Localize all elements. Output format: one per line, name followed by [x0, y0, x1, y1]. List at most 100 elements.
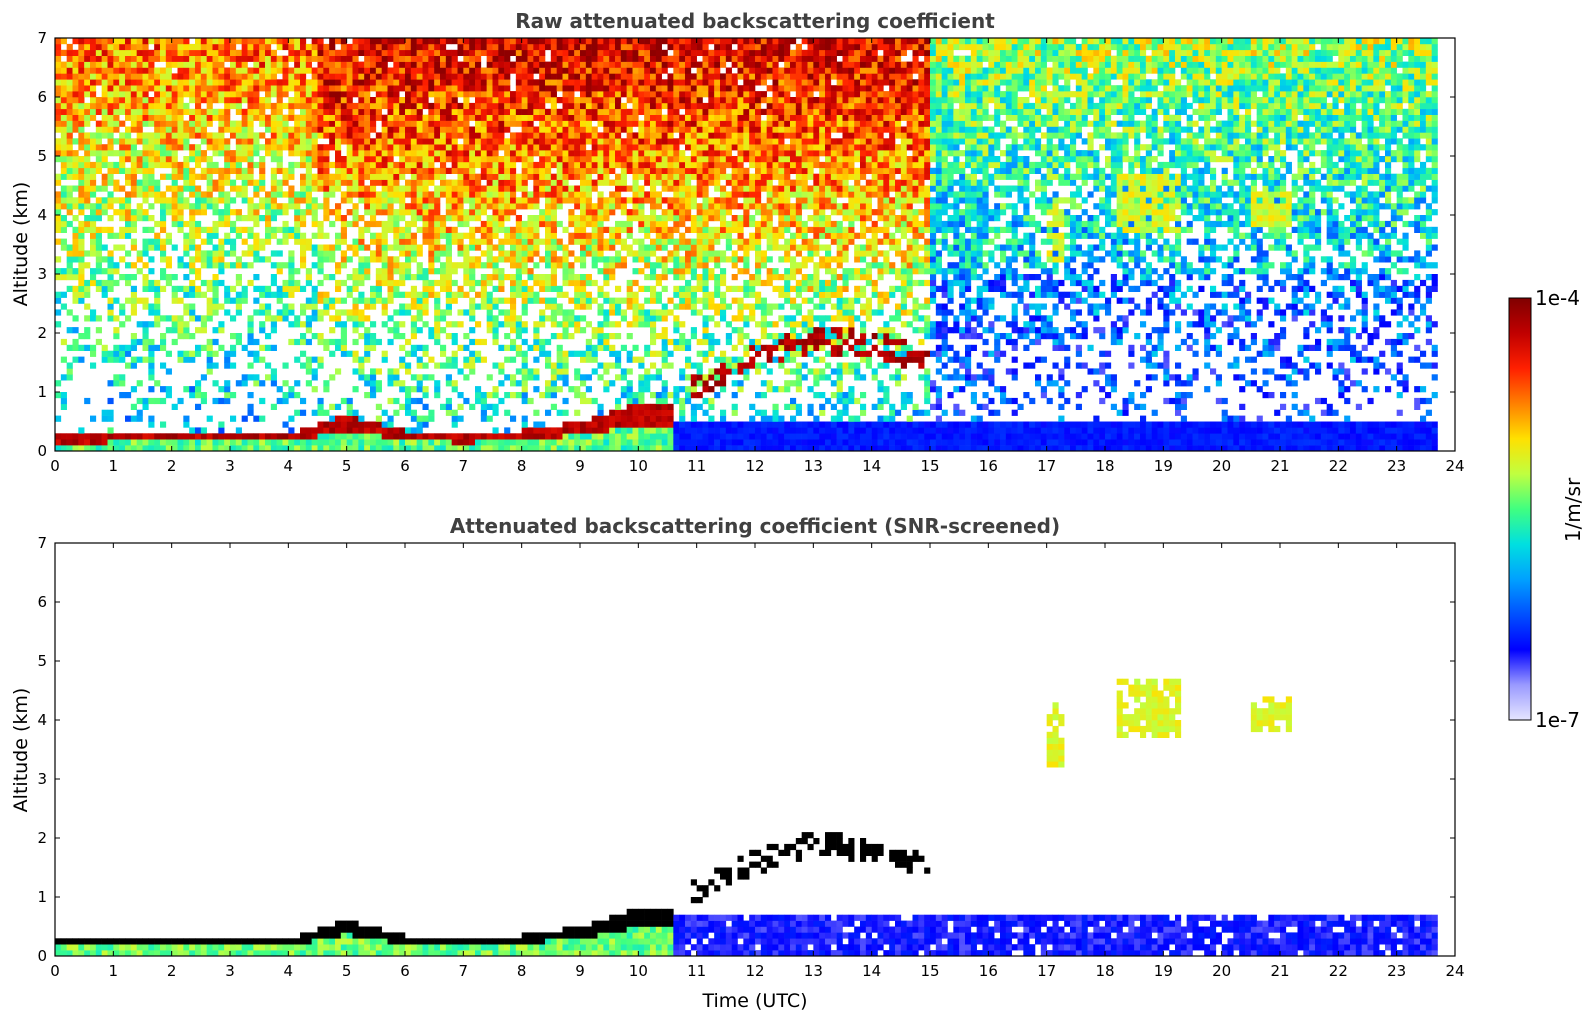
heat-cell: [562, 49, 569, 56]
heat-cell: [294, 445, 301, 451]
heat-cell: [492, 97, 499, 104]
heat-cell: [580, 120, 587, 127]
heat-cell: [218, 427, 225, 434]
heat-cell: [340, 91, 347, 98]
heat-cell: [125, 250, 132, 257]
heat-cell: [358, 238, 365, 245]
heat-cell: [311, 409, 318, 416]
heat-cell: [469, 161, 476, 169]
heat-cell: [486, 403, 493, 410]
heat-cell: [422, 138, 429, 145]
heat-cell: [95, 256, 102, 263]
heat-cell: [60, 161, 67, 169]
heat-cell: [393, 97, 400, 104]
heat-cell: [259, 108, 266, 115]
heat-cell: [603, 67, 610, 74]
heat-cell: [352, 409, 359, 416]
heat-cell: [55, 445, 62, 451]
heat-cell: [346, 409, 353, 416]
heat-cell: [562, 333, 569, 340]
heat-cell: [609, 350, 616, 357]
heat-cell: [457, 244, 464, 251]
heat-cell: [457, 415, 464, 422]
heat-cell: [416, 433, 423, 440]
heat-cell: [224, 215, 231, 222]
heat-cell: [317, 220, 324, 228]
heat-cell: [270, 173, 277, 180]
heat-cell: [550, 274, 557, 281]
heat-cell: [113, 262, 120, 269]
heat-cell: [107, 132, 114, 139]
heat-cell: [189, 120, 196, 127]
heat-cell: [399, 356, 406, 363]
heat-cell: [434, 433, 441, 440]
heat-cell: [352, 114, 359, 121]
heat-cell: [498, 297, 505, 304]
heat-cell: [177, 209, 184, 216]
heat-cell: [457, 392, 464, 399]
heat-cell: [84, 185, 91, 192]
heat-cell: [84, 85, 91, 92]
heat-cell: [119, 197, 126, 204]
heat-cell: [492, 61, 499, 68]
heat-cell: [311, 43, 318, 51]
heat-cell: [364, 356, 371, 363]
heat-cell: [597, 232, 604, 239]
heat-cell: [597, 67, 604, 74]
heat-cell: [171, 297, 178, 304]
heat-cell: [218, 268, 225, 275]
heat-cell: [405, 191, 412, 198]
heat-cell: [486, 256, 493, 263]
heat-cell: [206, 356, 213, 363]
heat-cell: [475, 185, 482, 192]
heat-cell: [620, 392, 627, 399]
heat-cell: [130, 91, 137, 98]
heat-cell: [84, 55, 91, 62]
heat-cell: [95, 445, 102, 451]
heat-cell: [498, 120, 505, 127]
heat-cell: [288, 97, 295, 104]
heat-cell: [72, 356, 79, 363]
heat-cell: [580, 91, 587, 98]
heat-cell: [545, 392, 552, 399]
heat-cell: [463, 215, 470, 222]
heat-cell: [276, 108, 283, 115]
heat-cell: [416, 191, 423, 198]
heat-cell: [300, 309, 307, 316]
heat-cell: [615, 256, 622, 263]
heat-cell: [340, 85, 347, 92]
heat-cell: [218, 256, 225, 263]
heat-cell: [451, 55, 458, 62]
heat-cell: [515, 232, 522, 239]
heat-cell: [527, 244, 534, 251]
heat-cell: [317, 291, 324, 298]
heat-cell: [78, 55, 85, 62]
heat-cell: [55, 126, 62, 133]
heat-cell: [189, 244, 196, 251]
heat-cell: [130, 333, 137, 340]
heat-cell: [276, 102, 283, 110]
heat-cell: [259, 397, 266, 405]
heat-cell: [422, 114, 429, 121]
heat-cell: [300, 85, 307, 92]
heat-cell: [422, 161, 429, 169]
heat-cell: [60, 102, 67, 110]
heat-cell: [230, 433, 237, 440]
heat-cell: [550, 215, 557, 222]
heat-cell: [358, 321, 365, 328]
heat-cell: [148, 85, 155, 92]
heat-cell: [171, 43, 178, 51]
heat-cell: [574, 108, 581, 115]
heat-cell: [597, 150, 604, 157]
heat-cell: [125, 203, 132, 210]
heat-cell: [615, 203, 622, 210]
heat-cell: [399, 344, 406, 351]
heat-cell: [568, 250, 575, 257]
heat-cell: [463, 49, 470, 56]
heat-cell: [445, 197, 452, 204]
heat-cell: [370, 73, 377, 80]
heat-cell: [480, 79, 487, 86]
heat-cell: [498, 185, 505, 192]
heat-cell: [510, 439, 517, 446]
heat-cell: [78, 173, 85, 180]
